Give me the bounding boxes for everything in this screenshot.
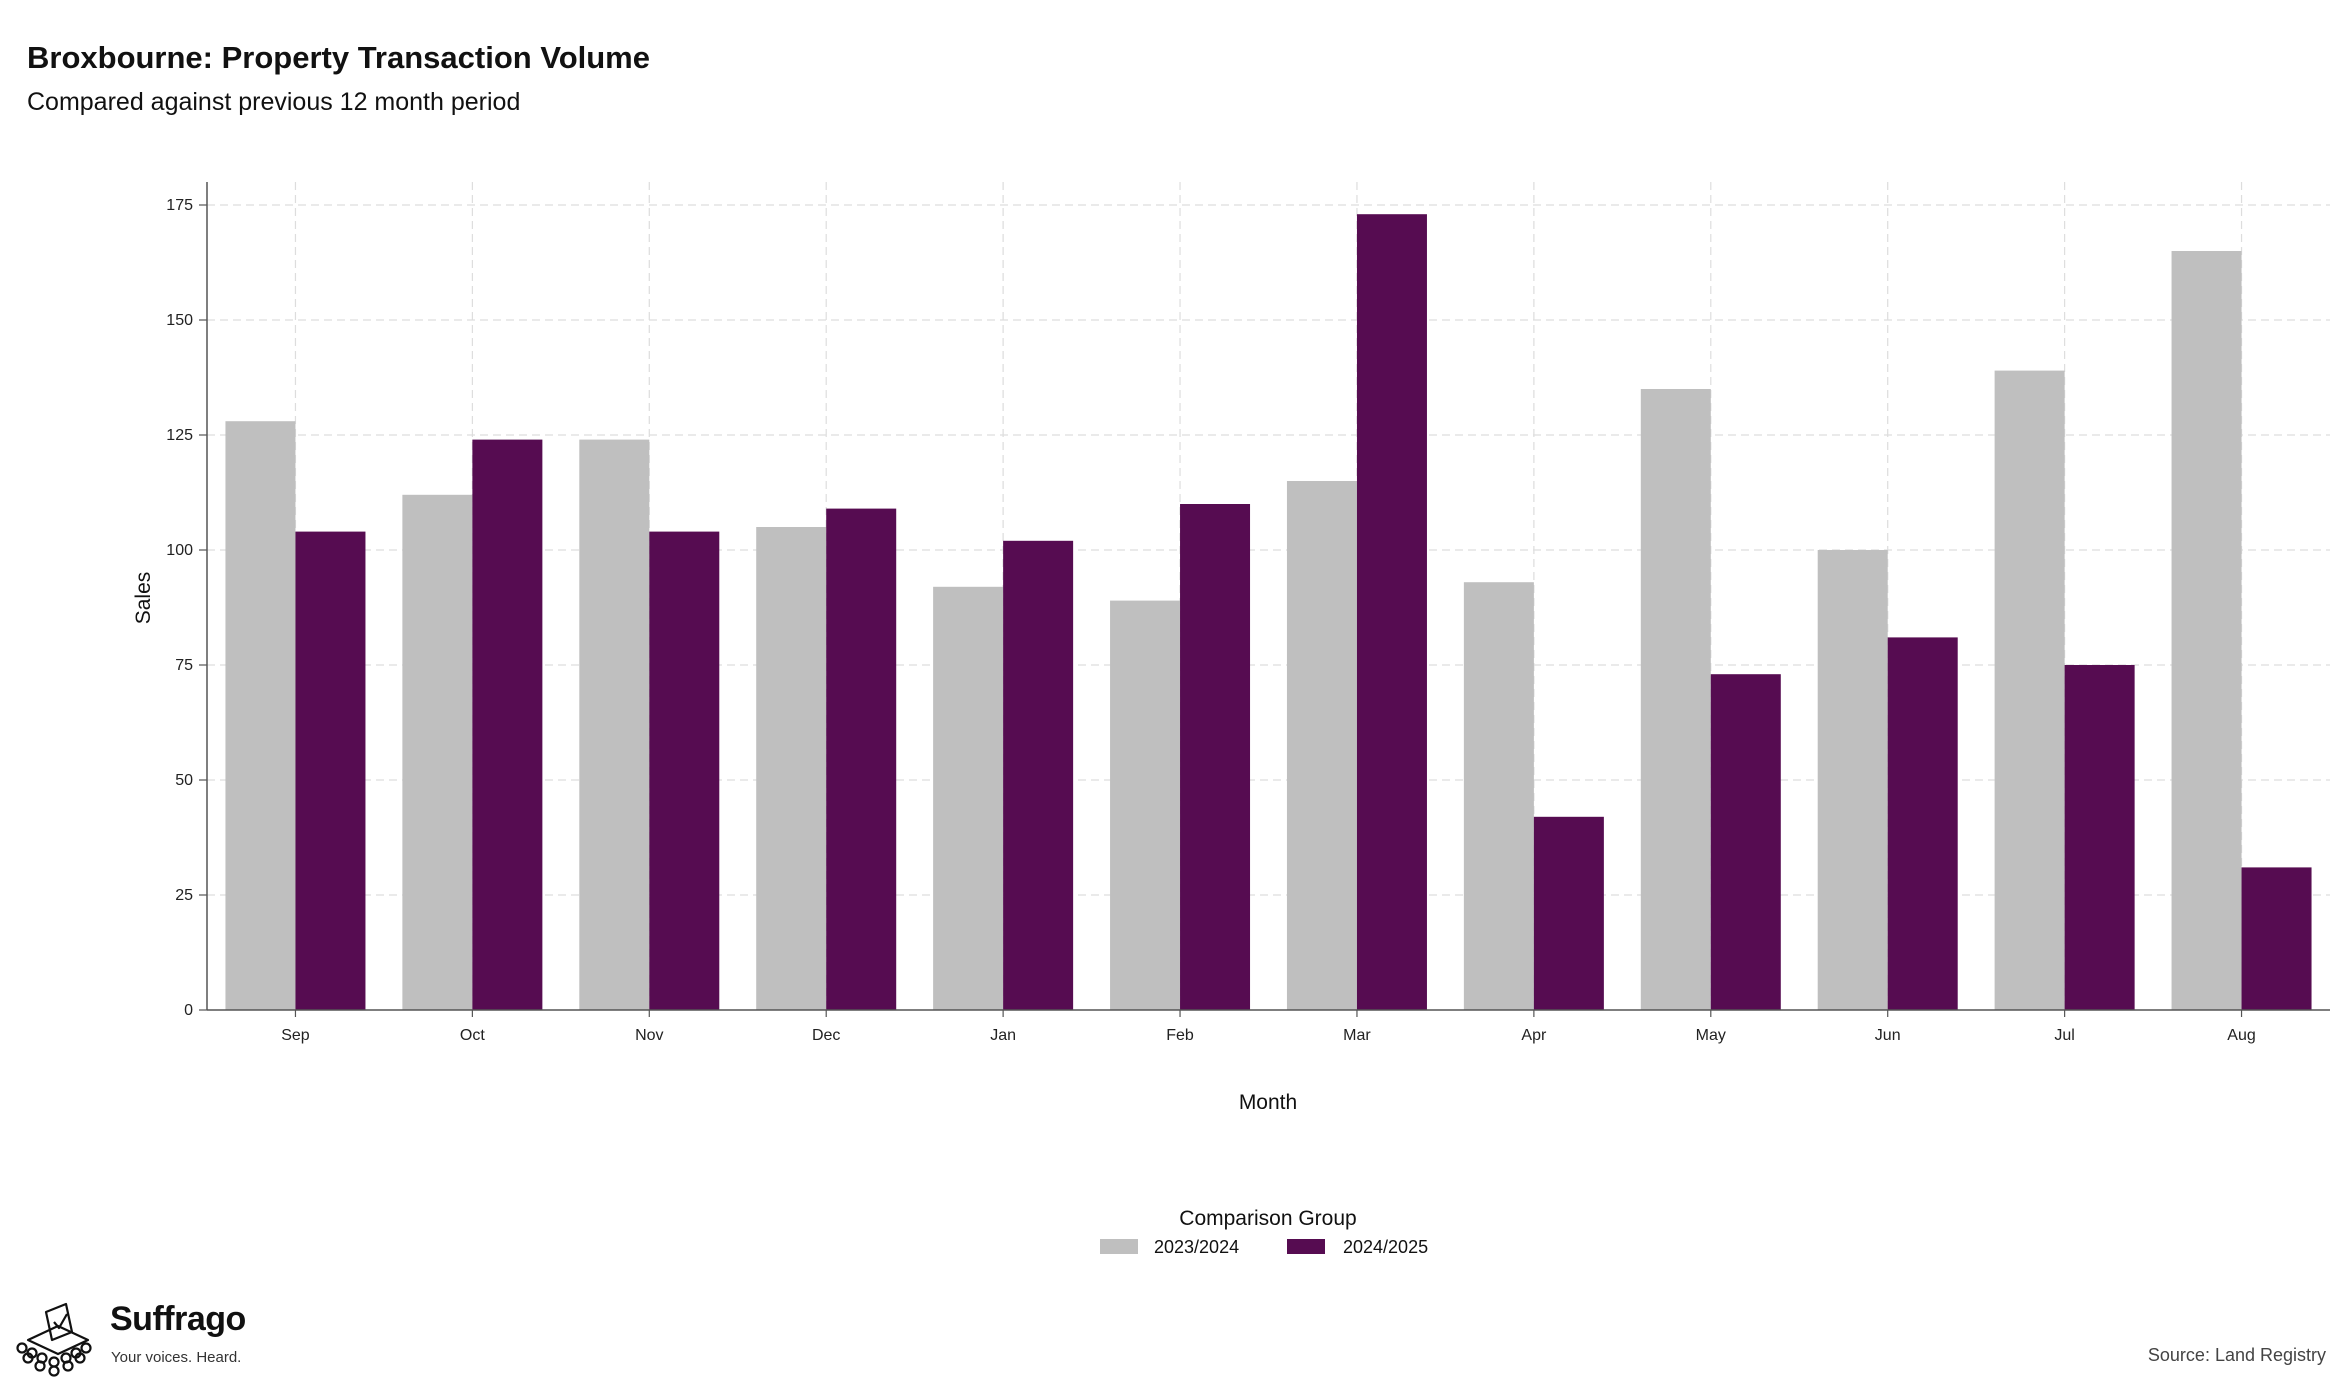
x-tick-label-may: May: [1696, 1027, 1726, 1044]
legend-swatch-2024-2025: [1287, 1239, 1325, 1254]
brand-tagline: Your voices. Heard.: [111, 1349, 242, 1366]
brand-name: Suffrago: [110, 1300, 246, 1338]
y-tick-label: 0: [184, 1002, 193, 1019]
bar-2023-2024-sep: [225, 421, 296, 1010]
legend-title: Comparison Group: [1179, 1207, 1356, 1230]
bar-2023-2024-aug: [2171, 251, 2242, 1010]
bars: [225, 214, 2312, 1011]
chart-subtitle: Compared against previous 12 month perio…: [27, 88, 521, 116]
y-tick-label: 175: [166, 197, 193, 214]
y-tick-label: 100: [166, 542, 193, 559]
axes: [199, 182, 2330, 1017]
x-tick-label-oct: Oct: [460, 1027, 485, 1044]
bar-2024-2025-apr: [1533, 816, 1604, 1010]
ballot-box-icon: [16, 1302, 92, 1377]
bar-2024-2025-aug: [2241, 867, 2312, 1010]
chart-title: Broxbourne: Property Transaction Volume: [27, 40, 650, 75]
x-axis-title: Month: [1239, 1091, 1297, 1114]
y-tick-label: 75: [175, 657, 193, 674]
x-tick-label-sep: Sep: [281, 1027, 310, 1044]
x-tick-label-feb: Feb: [1166, 1027, 1194, 1044]
bar-2024-2025-jun: [1887, 637, 1958, 1010]
x-tick-label-mar: Mar: [1343, 1027, 1371, 1044]
bar-2023-2024-feb: [1110, 600, 1181, 1010]
bar-2024-2025-may: [1710, 674, 1781, 1010]
x-tick-label-dec: Dec: [812, 1027, 840, 1044]
tick-labels: 0 25 50 75 100 125 150 175 Sep Oct Nov Dec Jan Feb Mar…: [166, 197, 2255, 1044]
bar-2023-2024-may: [1640, 389, 1711, 1010]
bar-2024-2025-dec: [826, 508, 897, 1010]
bar-2024-2025-jan: [1003, 540, 1074, 1010]
legend-label-2024-2025: 2024/2025: [1343, 1237, 1428, 1257]
x-tick-label-nov: Nov: [635, 1027, 663, 1044]
bar-2023-2024-jul: [1994, 370, 2065, 1011]
bar-2023-2024-dec: [756, 527, 827, 1010]
y-axis-title: Sales: [132, 572, 155, 625]
legend-label-2023-2024: 2023/2024: [1154, 1237, 1239, 1257]
bar-2023-2024-apr: [1463, 582, 1534, 1010]
bar-2024-2025-jul: [2064, 665, 2135, 1010]
source-note: Source: Land Registry: [2147, 1345, 2326, 1365]
y-tick-label: 25: [175, 887, 193, 904]
bar-2023-2024-oct: [402, 494, 473, 1010]
bar-2023-2024-nov: [579, 439, 650, 1011]
y-tick-label: 150: [166, 312, 193, 329]
bar-2023-2024-jan: [933, 586, 1004, 1010]
bar-2024-2025-nov: [649, 531, 720, 1010]
bar-2024-2025-sep: [295, 531, 366, 1010]
bar-2024-2025-mar: [1356, 214, 1427, 1010]
x-tick-label-jul: Jul: [2054, 1027, 2074, 1044]
x-tick-label-apr: Apr: [1521, 1027, 1547, 1044]
legend: Comparison Group 2023/2024 2024/2025: [1100, 1207, 1428, 1257]
legend-swatch-2023-2024: [1100, 1239, 1138, 1254]
x-tick-label-jan: Jan: [990, 1027, 1016, 1044]
x-tick-label-jun: Jun: [1875, 1027, 1901, 1044]
x-tick-label-aug: Aug: [2227, 1027, 2255, 1044]
bar-2024-2025-feb: [1180, 504, 1251, 1010]
bar-2023-2024-mar: [1286, 481, 1357, 1010]
y-tick-label: 50: [175, 772, 193, 789]
y-tick-label: 125: [166, 427, 193, 444]
bar-2023-2024-jun: [1817, 550, 1888, 1010]
bar-2024-2025-oct: [472, 439, 543, 1011]
